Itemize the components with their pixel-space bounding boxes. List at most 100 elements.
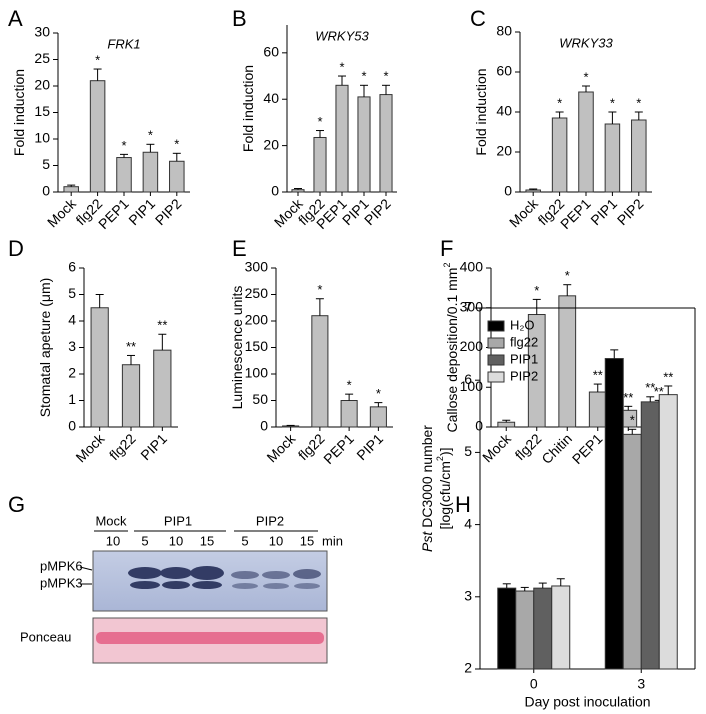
y-tick-label: 0 [42,183,50,199]
y-tick-label: 2 [68,365,76,381]
y-tick-label: 3 [464,588,472,604]
bar [291,189,305,193]
bar [515,590,535,670]
y-tick-label: 20 [263,136,279,152]
x-tick-label: PIP1 [353,430,386,463]
chart-title: WRKY53 [315,28,369,43]
y-tick-label: 5 [42,156,50,172]
significance: ** [654,384,664,399]
x-tick-label: PEP1 [320,430,357,467]
panel-letter: E [232,236,247,261]
bar [551,117,568,193]
y-tick-label: 200 [245,312,269,328]
band-label: pMPK3 [40,575,83,590]
x-tick-label: PEP1 [569,430,606,467]
group-label: Mock [95,513,127,528]
legend-swatch [487,337,505,349]
lane-unit: min [322,533,343,548]
y-tick-label: 6 [68,259,76,275]
panel-letter: D [8,236,24,261]
group-label: PIP2 [256,513,284,528]
y-tick-label: 0 [504,183,512,199]
x-tick-label: PIP2 [361,195,394,228]
loading-label: Ponceau [20,629,71,644]
y-tick-label: 3 [68,338,76,354]
y-axis-label-sup: 2 [442,263,452,268]
y-axis-label: Callose deposition/0.1 mm2 [442,263,459,433]
lane-label: 15 [200,533,214,548]
significance: * [610,95,615,110]
significance: * [534,283,539,298]
y-tick-label: 0 [271,183,279,199]
panel-letter: H [455,492,471,517]
y-axis-label-text: Callose deposition/0.1 mm [444,268,460,433]
bar [357,96,371,193]
bar [335,84,349,193]
significance: ** [623,390,633,405]
y-axis-label: Pst DC3000 number [419,425,435,552]
bar [282,425,300,428]
y-axis-label: [log(cfu/cm2)] [435,447,452,529]
significance: ** [157,318,167,333]
significance: * [583,69,588,84]
bar [640,401,660,670]
x-tick-label: PIP1 [587,195,620,228]
y-tick-label: 30 [34,24,50,40]
y-tick-label: 0 [475,418,483,434]
bar [379,94,393,193]
y-tick-label: 60 [263,44,279,60]
x-tick-label: 0 [530,676,538,692]
significance: * [339,59,344,74]
significance: * [383,69,388,84]
bar [153,349,172,428]
bar [497,421,516,428]
lane-label: 10 [106,533,120,548]
y-tick-label: 2 [464,660,472,676]
x-tick-label: Mock [506,195,542,231]
legend-swatch [487,320,505,332]
y-tick-label: 300 [460,298,484,314]
significance: * [565,268,570,283]
x-tick-label: flg22 [106,430,139,463]
y-tick-label: 4 [68,312,76,328]
y-tick-label: 80 [496,23,512,39]
bar [116,157,132,193]
y-tick-label: 15 [34,103,50,119]
y-tick-label: 4 [464,515,472,531]
bar [622,433,642,670]
y-tick-label: 0 [68,418,76,434]
significance: * [636,95,641,110]
chart-title: WRKY33 [559,35,613,50]
bar [558,295,577,428]
legend-label: PIP1 [510,351,538,366]
y-axis-label-text: Fold induction [11,69,27,156]
significance: ** [645,380,655,395]
y-tick-label: 10 [34,130,50,146]
bar [497,587,517,670]
significance: * [148,128,153,143]
y-axis-label-text: Luminescence units [229,286,245,410]
bar [90,307,109,428]
bar [89,80,106,193]
y-tick-label: 60 [496,63,512,79]
bar [525,189,541,193]
bar [142,151,159,193]
y-tick-label: 200 [460,338,484,354]
significance: ** [593,368,603,383]
x-tick-label: PEP1 [95,195,132,232]
y-axis-label-text: DC3000 number [419,425,435,528]
x-tick-label: PIP1 [137,430,170,463]
significance: ** [663,369,673,384]
x-tick-label: 3 [637,676,645,692]
bar [658,394,678,670]
y-axis-label: Stomatal apeture (μm) [37,278,53,418]
significance: * [121,138,126,153]
significance: * [347,378,352,393]
x-tick-label: Mock [72,430,108,466]
y-tick-label: 400 [460,259,484,275]
significance: ** [126,339,136,354]
legend-label: flg22 [510,334,538,349]
y-tick-label: 1 [68,391,76,407]
bar [313,136,327,193]
y-tick-label: 5 [464,443,472,459]
